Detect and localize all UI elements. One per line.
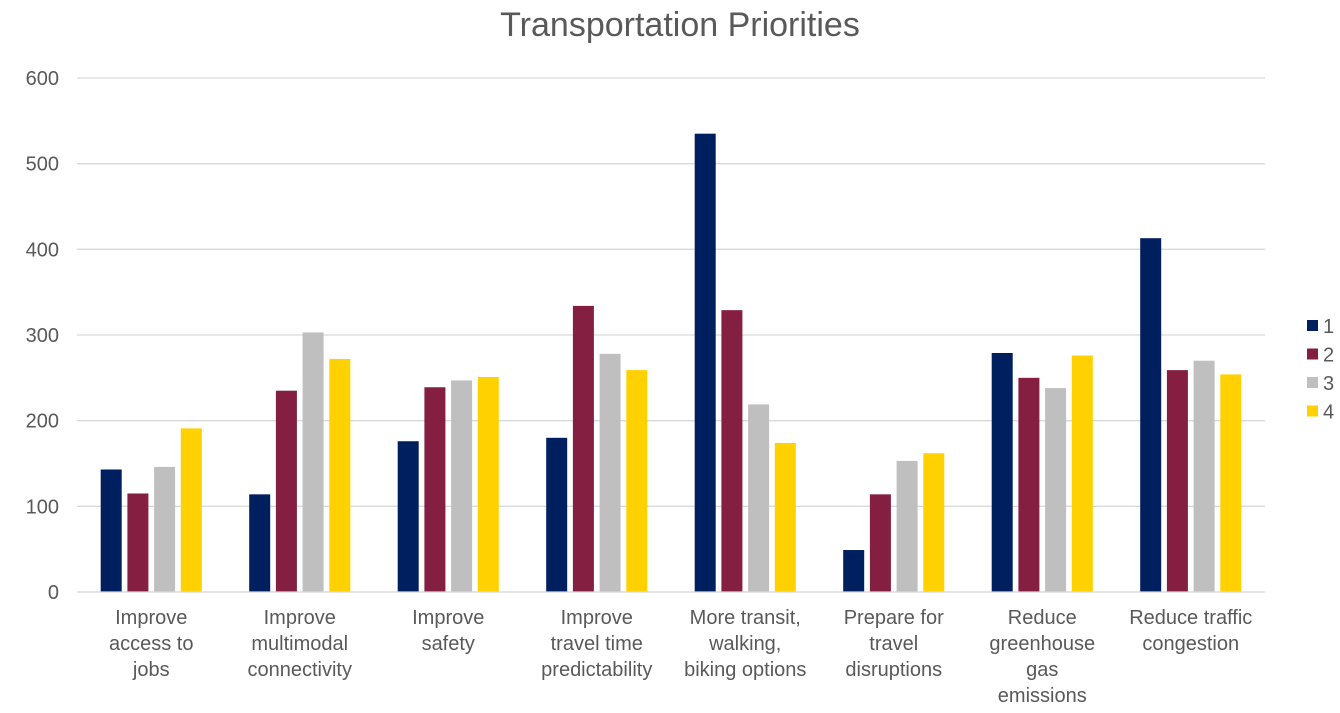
- bar-series-1: [249, 494, 271, 592]
- x-tick-label: More transit, walking, biking options: [684, 607, 806, 681]
- bar-series-4: [477, 376, 499, 592]
- bar-series-3: [451, 380, 473, 592]
- bar-series-4: [923, 453, 945, 592]
- bar-series-2: [721, 310, 743, 592]
- legend-swatch-2: [1307, 348, 1318, 360]
- bar-series-4: [329, 358, 351, 592]
- x-tick-label: Improve multimodal connectivity: [248, 607, 353, 681]
- bar-series-2: [424, 387, 446, 592]
- y-tick-label: 600: [26, 68, 59, 90]
- bar-series-3: [896, 460, 918, 592]
- bar-series-1: [694, 133, 716, 592]
- bar-series-3: [1045, 388, 1067, 592]
- x-tick-label: Improve safety: [412, 607, 484, 655]
- bar-series-2: [869, 494, 891, 592]
- bar-series-1: [100, 469, 122, 592]
- bar-series-4: [626, 370, 648, 592]
- bar-series-2: [572, 305, 594, 592]
- bar-series-1: [397, 441, 419, 592]
- y-axis-ticks: 0 100 200 300 400 500 600: [26, 68, 59, 604]
- y-tick-label: 0: [48, 582, 59, 604]
- y-tick-label: 300: [26, 325, 59, 347]
- x-axis-ticks: Improve access to jobs Improve multimodal con…: [77, 591, 1265, 707]
- x-tick-label: Improve travel time predictability: [541, 607, 652, 681]
- bar-series-1: [991, 352, 1013, 592]
- y-tick-label: 100: [26, 496, 59, 518]
- legend-swatch-4: [1307, 405, 1318, 417]
- bar-series-1: [1140, 238, 1162, 593]
- bar-series-2: [1018, 377, 1040, 592]
- legend-swatch-1: [1307, 320, 1318, 331]
- legend-label: 2: [1323, 345, 1334, 367]
- bar-series-3: [154, 466, 176, 592]
- x-tick-label: Reduce traffic congestion: [1129, 607, 1252, 655]
- bar-series-3: [748, 404, 770, 592]
- bar-series-4: [180, 428, 202, 592]
- bar-series-3: [302, 332, 324, 592]
- chart-title: Transportation Priorities: [500, 6, 860, 44]
- legend-label: 1: [1323, 316, 1334, 338]
- bar-series-4: [1220, 374, 1242, 592]
- legend-label: 4: [1323, 402, 1334, 424]
- y-tick-label: 200: [26, 411, 59, 433]
- bar-series-1: [843, 550, 865, 592]
- legend-swatch-3: [1307, 377, 1318, 388]
- y-tick-label: 400: [26, 239, 59, 261]
- x-tick-label: Reduce greenhouse gas emissions: [989, 607, 1095, 707]
- bar-series-3: [599, 353, 621, 592]
- bar-series-2: [275, 390, 297, 592]
- bar-series-4: [774, 442, 796, 592]
- bar-series-4: [1071, 355, 1093, 592]
- legend-label: 3: [1323, 373, 1334, 395]
- bar-series-2: [127, 493, 149, 592]
- x-tick-label: Prepare for travel disruptions: [844, 607, 944, 681]
- x-tick-label: Improve access to jobs: [109, 607, 193, 681]
- bar-series-1: [546, 437, 568, 592]
- bar-series: [100, 133, 1242, 593]
- bar-series-2: [1166, 370, 1188, 592]
- bar-series-3: [1193, 360, 1215, 592]
- legend: 1 2 3 4: [1307, 316, 1334, 424]
- y-tick-label: 500: [26, 154, 59, 176]
- gridlines: [77, 77, 1265, 593]
